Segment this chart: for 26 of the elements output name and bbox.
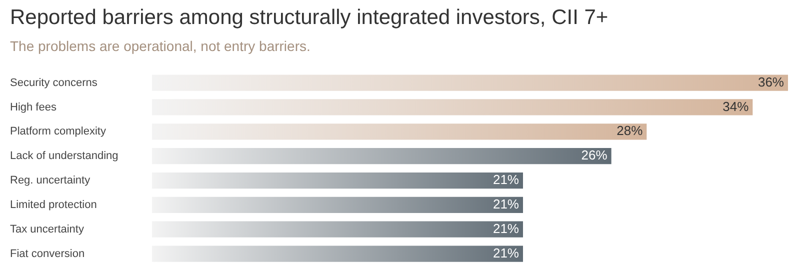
bar [152, 148, 612, 164]
y-tick-label: Reg. uncertainty [10, 174, 91, 187]
data-label: 36% [758, 74, 784, 90]
data-label: 28% [616, 123, 644, 138]
data-label: 21% [492, 172, 520, 188]
bar [152, 74, 788, 91]
chart-subtitle: The problems are operational, not entry barriers. [10, 38, 310, 54]
bar [152, 246, 523, 262]
y-tick-label: Security concerns [10, 76, 98, 89]
bar [152, 196, 523, 213]
y-tick-label: Platform complexity [10, 126, 106, 138]
data-label: 21% [492, 245, 520, 260]
data-label: 21% [492, 220, 520, 236]
bar [152, 221, 523, 238]
y-tick-label: Lack of understanding [10, 150, 118, 162]
data-label: 26% [581, 148, 608, 163]
data-label: 34% [722, 98, 750, 114]
bar [152, 99, 753, 116]
data-label: 21% [492, 196, 520, 212]
bar [152, 124, 647, 140]
y-tick-label: High fees [10, 101, 57, 114]
y-tick-label: Limited protection [10, 198, 97, 211]
y-tick-label: Tax uncertainty [10, 223, 84, 236]
y-tick-label: Fiat conversion [10, 248, 85, 260]
bar [152, 172, 523, 189]
chart-title: Reported barriers among structurally integrated investors, CII 7+ [10, 6, 608, 30]
